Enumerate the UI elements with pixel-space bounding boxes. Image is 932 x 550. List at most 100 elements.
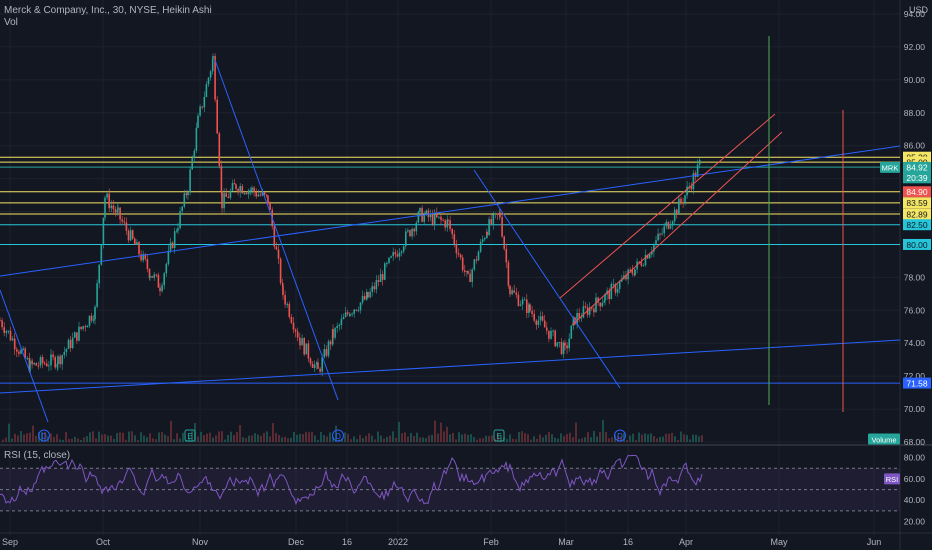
volume-bar (647, 434, 649, 442)
volume-bar (638, 432, 640, 442)
price-axis-label: 68.00 (904, 437, 926, 447)
volume-bar (308, 432, 310, 442)
candle-body (35, 363, 38, 366)
candle-body (84, 326, 87, 328)
volume-bar (140, 432, 142, 442)
candle-body (173, 231, 176, 248)
volume-bar (137, 439, 139, 442)
volume-bar (401, 433, 403, 442)
candle-body (241, 186, 244, 194)
volume-bar (587, 432, 589, 442)
candle-body (667, 221, 670, 229)
candle-body (313, 364, 316, 368)
candle-body (433, 212, 436, 225)
volume-bar (134, 435, 136, 442)
candle-body (486, 231, 488, 236)
candle-body (669, 225, 672, 229)
volume-bar (215, 435, 217, 442)
candle-body (381, 274, 384, 280)
volume-bar (272, 423, 274, 442)
volume-bar (53, 436, 55, 442)
volume-bar (128, 431, 130, 442)
candle-body (235, 184, 237, 189)
volume-bar (656, 438, 658, 442)
candle-body (521, 299, 524, 305)
volume-bar (641, 434, 643, 442)
candle-body (621, 279, 623, 282)
currency-label[interactable]: USD (908, 5, 928, 15)
volume-bar (170, 420, 172, 442)
volume-bar (8, 423, 10, 442)
candle-body (451, 229, 453, 235)
volume-bar (569, 432, 571, 442)
candle-body (159, 287, 161, 292)
candle-body (193, 150, 196, 158)
price-badge-label: 84.90 (906, 187, 928, 197)
volume-bar (680, 431, 682, 442)
candle-body (671, 221, 674, 226)
dividend-marker (332, 429, 344, 442)
volume-bar (380, 435, 382, 442)
volume-label[interactable]: Vol (4, 17, 18, 28)
candles (0, 53, 701, 377)
ticker-tag-bg (880, 161, 900, 173)
candle-body (390, 256, 392, 258)
candle-body (305, 343, 308, 355)
volume-bar (374, 439, 376, 442)
candle-body (673, 209, 676, 222)
rsi-axis-label: 80.00 (904, 453, 926, 463)
candle-body (239, 186, 241, 193)
volume-bar (500, 434, 502, 442)
candle-body (67, 339, 70, 349)
candle-body (373, 286, 376, 290)
candle-body (543, 320, 546, 328)
candle-body (121, 219, 123, 222)
candle-body (686, 186, 688, 196)
chart-title[interactable]: Merck & Company, Inc., 30, NYSE, Heikin … (4, 5, 212, 16)
volume-bar (95, 438, 97, 442)
volume-bar (650, 433, 652, 442)
candle-body (546, 327, 548, 331)
candle-body (653, 244, 655, 252)
candle-body (610, 284, 613, 300)
candle-body (614, 284, 617, 293)
candle-body (292, 322, 295, 330)
candle-body (71, 337, 74, 348)
volume-bar (32, 425, 34, 442)
candle-body (405, 231, 407, 247)
time-axis-label: Feb (483, 537, 499, 547)
volume-bar (689, 439, 691, 442)
candle-body (459, 254, 462, 258)
rsi-legend[interactable]: RSI (15, close) (4, 450, 71, 461)
candle-body (467, 271, 469, 274)
volume-bar (443, 431, 445, 442)
candle-body (353, 309, 355, 314)
candle-body (638, 261, 640, 263)
candle-body (223, 193, 225, 209)
candle-body (599, 302, 601, 307)
candle-body (243, 193, 246, 195)
price-badge-label: 82.50 (906, 220, 928, 230)
volume-bar (146, 437, 148, 442)
volume-bar (110, 435, 112, 442)
candle-body (634, 269, 636, 276)
volume-bar (620, 436, 622, 442)
volume-bar (683, 434, 685, 442)
candle-body (529, 304, 531, 311)
candle-body (332, 329, 334, 338)
price-badge-label: 20:39 (906, 173, 928, 183)
candle-body (282, 285, 284, 296)
volume-bar (326, 436, 328, 442)
candle-body (455, 244, 458, 254)
candle-body (588, 307, 591, 315)
candle-body (183, 193, 186, 207)
price-badge-label: 82.89 (906, 209, 928, 219)
candle-body (144, 254, 147, 260)
candle-body (148, 268, 151, 278)
rsi-tag-text: RSI (886, 475, 899, 484)
volume-bar (125, 439, 127, 442)
price-badge-label: 80.00 (906, 240, 928, 250)
volume-bar (74, 436, 76, 442)
ticker-tag: MRK (880, 161, 900, 173)
